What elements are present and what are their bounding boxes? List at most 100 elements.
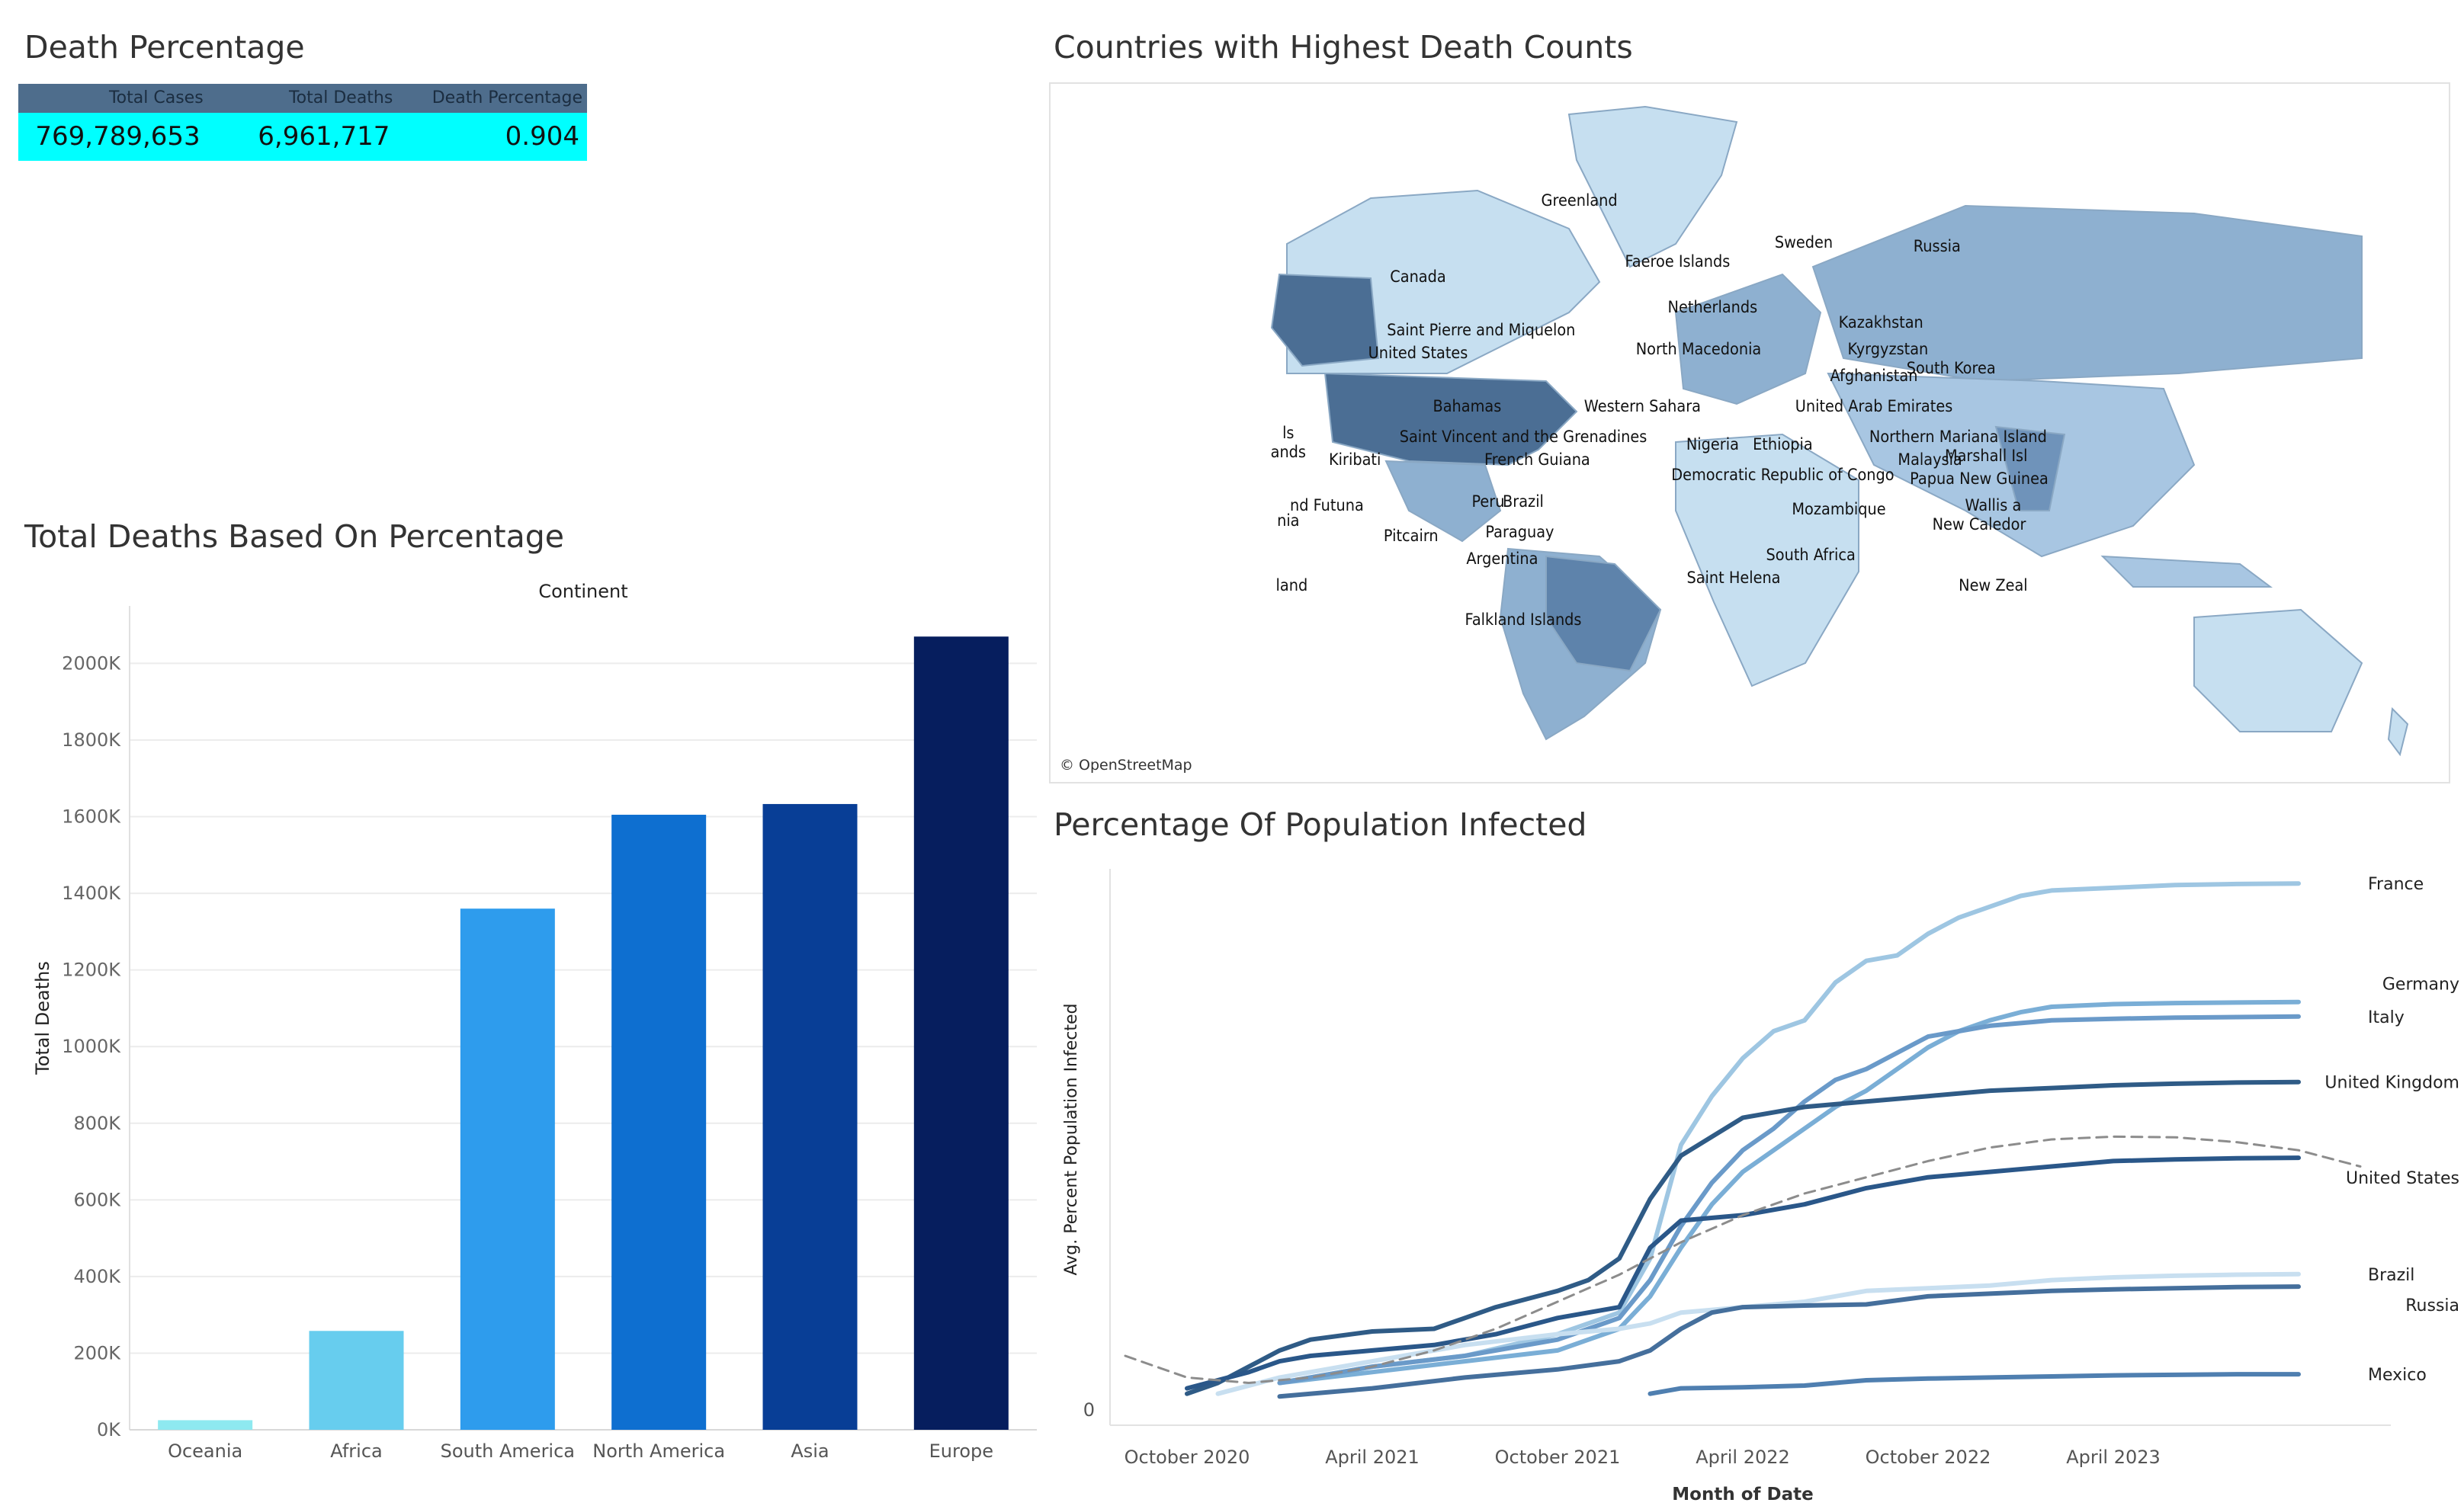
bar-europe[interactable] — [913, 636, 1009, 1430]
line-chart: 0 October 2020 April 2021 October 2021 April… — [1062, 869, 2459, 1504]
bar-ytick-label: 0K — [97, 1419, 121, 1440]
bar-south-america[interactable] — [460, 908, 555, 1430]
map-label: South Korea — [1907, 358, 1996, 377]
series-line-russia[interactable] — [1277, 1284, 2301, 1399]
map-title: Countries with Highest Death Counts — [1054, 29, 1633, 66]
line-chart-title: Percentage Of Population Infected — [1054, 806, 1587, 843]
map-label: South Africa — [1766, 545, 1856, 564]
map-label: Marshall Isl — [1945, 446, 2027, 465]
bar-asia[interactable] — [762, 803, 858, 1430]
map-label: ands — [1271, 442, 1306, 461]
map-shape-indonesia — [2100, 555, 2273, 588]
kpi-header-row: Total Cases Total Deaths Death Percentag… — [18, 84, 587, 113]
map-label: Russia — [1914, 236, 1961, 255]
map-label: Democratic Republic of Congo — [1671, 465, 1894, 484]
series-line-france[interactable] — [1277, 881, 2301, 1386]
map-shape-europe — [1674, 273, 1822, 405]
map-shape-india — [1994, 425, 2066, 511]
line-y-axis-title: Avg. Percent Population Infected — [1062, 1003, 1081, 1275]
map-label: Bahamas — [1433, 396, 1501, 415]
line-x-axis-title: Month of Date — [1672, 1485, 1813, 1504]
series-label: United Kingdom — [2324, 1074, 2459, 1093]
map-label: Kiribati — [1329, 450, 1381, 469]
kpi-value-row[interactable]: 769,789,653 6,961,717 0.904 — [18, 113, 587, 161]
map-label: Wallis a — [1965, 495, 2022, 514]
series-label: Mexico — [2368, 1366, 2427, 1385]
map-label: Peru — [1472, 492, 1505, 511]
bar-y-axis-title: Total Deaths — [32, 961, 53, 1075]
bar-ytick-label: 1800K — [62, 729, 121, 751]
map-label: land — [1276, 575, 1308, 594]
map-label: New Caledor — [1933, 514, 2026, 534]
bar-category-label: North America — [592, 1440, 725, 1462]
line-xtick-label: April 2021 — [1325, 1447, 1420, 1468]
bar-category-label: Oceania — [168, 1440, 242, 1462]
map-label: Paraguay — [1485, 522, 1554, 541]
map-label: nd Futuna — [1290, 495, 1364, 514]
bar-category-label: South America — [441, 1440, 575, 1462]
map-label: United Arab Emirates — [1795, 396, 1953, 415]
bar-ytick-label: 1400K — [62, 883, 121, 904]
map-label: Nigeria — [1686, 434, 1739, 453]
map-label: Saint Helena — [1686, 568, 1780, 587]
bar-category-label: Africa — [330, 1440, 382, 1462]
trend-line[interactable] — [1124, 1135, 2362, 1384]
map-shape-africa — [1675, 433, 1859, 687]
map-label: Netherlands — [1668, 297, 1758, 316]
kpi-header-death-percentage: Death Percentage — [432, 88, 583, 107]
map-label: North Macedonia — [1636, 339, 1762, 358]
line-ytick-label: 0 — [1083, 1399, 1095, 1421]
map-label: ls — [1282, 423, 1294, 442]
map-label: Saint Vincent and the Grenadines — [1400, 427, 1647, 446]
series-label: France — [2368, 875, 2424, 894]
bar-ytick-label: 200K — [73, 1342, 121, 1363]
kpi-value-total-deaths: 6,961,717 — [258, 121, 390, 152]
map-label: French Guiana — [1484, 450, 1590, 469]
map-label: Mozambique — [1792, 499, 1885, 518]
bar-oceania[interactable] — [158, 1420, 253, 1430]
kpi-header-total-cases: Total Cases — [108, 88, 204, 107]
map-attribution: © OpenStreetMap — [1060, 757, 1192, 774]
bar-ytick-label: 800K — [73, 1113, 121, 1134]
map-shape-mexico — [1384, 460, 1502, 543]
map-label: Malaysia — [1898, 450, 1962, 469]
map-label: Ethiopia — [1753, 434, 1813, 453]
series-label: Russia — [2405, 1296, 2459, 1315]
map-label: Western Sahara — [1584, 396, 1701, 415]
bar-ytick-label: 2000K — [62, 652, 121, 674]
series-label: Italy — [2368, 1008, 2405, 1027]
map-shape-greenland — [1567, 105, 1738, 268]
bar-chart-title: Total Deaths Based On Percentage — [24, 518, 564, 555]
line-xtick-label: April 2022 — [1696, 1447, 1790, 1468]
map-label: United States — [1368, 343, 1468, 362]
map-shape-brazil — [1545, 555, 1662, 672]
line-xtick-label: October 2022 — [1866, 1447, 1991, 1468]
bar-category-label: Asia — [791, 1440, 829, 1462]
bar-ytick-label: 1000K — [62, 1036, 121, 1057]
bar-ytick-label: 1200K — [62, 960, 121, 981]
map-label: Canada — [1390, 267, 1445, 286]
bar-africa[interactable] — [309, 1331, 404, 1430]
map-shape-united-states — [1323, 372, 1578, 466]
map-label: Papua New Guinea — [1910, 469, 2049, 488]
world-map[interactable]: Greenland Sweden Faeroe Islands Russia Canad… — [1049, 82, 2450, 783]
series-line-united-kingdom[interactable] — [1185, 1079, 2301, 1396]
series-line-germany[interactable] — [1277, 999, 2301, 1386]
series-label: Brazil — [2368, 1266, 2414, 1285]
map-label: Falkland Islands — [1465, 610, 1582, 629]
series-label: United States — [2346, 1169, 2459, 1188]
bar-column-header: Continent — [538, 581, 627, 602]
map-shape-new-zealand — [2387, 707, 2409, 757]
map-label: Brazil — [1503, 492, 1544, 511]
map-label: Greenland — [1542, 191, 1618, 210]
map-label: Northern Mariana Island — [1869, 427, 2047, 446]
line-xtick-label: October 2021 — [1495, 1447, 1621, 1468]
map-label: Kazakhstan — [1839, 312, 1923, 332]
map-label: Sweden — [1775, 232, 1833, 252]
kpi-header-total-deaths: Total Deaths — [288, 88, 393, 107]
bar-ytick-label: 400K — [73, 1266, 121, 1287]
bar-north-america[interactable] — [611, 815, 707, 1430]
series-line-mexico[interactable] — [1647, 1372, 2301, 1396]
series-line-united-states[interactable] — [1185, 1155, 2301, 1391]
map-canvas[interactable]: Greenland Sweden Faeroe Islands Russia Canad… — [1051, 84, 2449, 782]
